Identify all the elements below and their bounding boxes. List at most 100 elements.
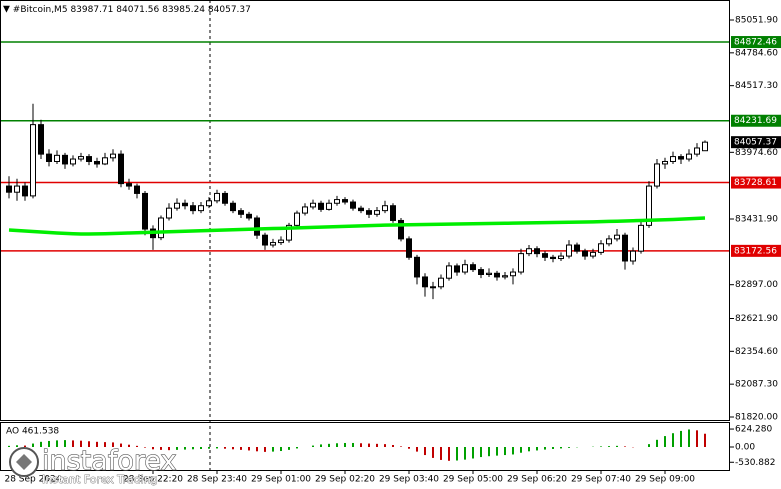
candle-body (662, 160, 668, 165)
candle-body (590, 251, 596, 257)
y-tick-label: 82354.60 (735, 347, 778, 357)
candle-body (654, 163, 660, 187)
candle-body (54, 154, 60, 162)
candle-body (494, 272, 500, 278)
candle-body (334, 199, 340, 204)
candle-body (134, 185, 140, 194)
candle-body (190, 205, 196, 212)
candle-body (158, 217, 164, 239)
candle-body (6, 185, 12, 193)
candle-body (310, 202, 316, 208)
candle-body (422, 276, 428, 288)
candle-body (222, 192, 228, 204)
x-tick-label: 29 Sep 02:20 (315, 475, 375, 485)
y-tick-label: 82087.30 (735, 380, 778, 390)
candle-body (566, 244, 572, 257)
candle-body (142, 192, 148, 230)
x-tick-label: 29 Sep 01:00 (251, 475, 311, 485)
candle-body (22, 185, 28, 197)
candle-body (630, 250, 636, 262)
candle-body (94, 160, 100, 165)
candle-body (182, 202, 188, 207)
level-label: 83172.56 (734, 246, 777, 256)
candle-body (382, 205, 388, 212)
ao-tick-label: 0.00 (735, 443, 755, 453)
candle-body (326, 202, 332, 210)
watermark-logo-mark (16, 454, 32, 470)
candle-body (686, 153, 692, 160)
candle-body (606, 238, 612, 245)
x-tick-label: 29 Sep 07:40 (571, 475, 631, 485)
candle-body (438, 277, 444, 288)
candle-body (70, 158, 76, 165)
candle-body (118, 153, 124, 185)
candle-body (166, 207, 172, 219)
candle-body (198, 205, 204, 212)
candle-body (302, 206, 308, 214)
ao-border (0, 422, 730, 471)
y-tick-label: 83431.90 (735, 214, 778, 224)
candle-body (390, 205, 396, 221)
x-tick-label: 29 Sep 06:20 (507, 475, 567, 485)
candle-body (502, 275, 508, 278)
candle-body (614, 234, 620, 240)
y-tick-label: 83974.60 (735, 148, 778, 158)
y-tick-label: 84784.60 (735, 48, 778, 58)
candle-body (470, 264, 476, 271)
y-tick-label: 82621.90 (735, 314, 778, 324)
candle-body (406, 238, 412, 258)
candle-body (126, 183, 132, 187)
header-low: 83985.24 (162, 5, 205, 15)
candle-body (478, 269, 484, 276)
y-tick-label: 85051.90 (735, 15, 778, 25)
candle-body (366, 210, 372, 215)
candle-body (38, 124, 44, 155)
candle-body (270, 242, 276, 246)
candle-body (454, 265, 460, 273)
candle-body (430, 286, 436, 289)
header-symbol: ▼ #Bitcoin,M5 83987.71 84071.56 83985.24… (3, 5, 251, 15)
candle-body (86, 156, 92, 162)
level-label-box (731, 244, 781, 257)
watermark-tagline: Instant Forex Trading (42, 473, 158, 486)
level-label: 84231.69 (734, 116, 777, 126)
candle-body (702, 141, 708, 152)
candle-body (254, 217, 260, 236)
candle-body (358, 207, 364, 212)
candle-body (462, 264, 468, 273)
level-label: 83728.61 (734, 178, 777, 188)
candle-body (206, 200, 212, 207)
candle-body (110, 153, 116, 159)
main-pane: 85051.90 84784.60 84517.30 83974.60 83431.90… (0, 15, 781, 485)
candle-body (46, 153, 52, 162)
ao-label: AO 461.538 (6, 427, 59, 437)
candle-body (646, 185, 652, 226)
level-label: 84872.46 (734, 38, 777, 48)
watermark-brand: instaforex (42, 446, 176, 477)
candle-body (14, 185, 20, 193)
level-label-box (731, 114, 781, 127)
candle-body (670, 156, 676, 162)
candle-body (526, 248, 532, 255)
x-tick-label: 29 Sep 03:40 (379, 475, 439, 485)
candle-body (694, 147, 700, 155)
header-high: 84071.56 (116, 5, 159, 15)
price-label-box (731, 136, 781, 149)
candle-body (574, 244, 580, 252)
candle-body (398, 219, 404, 240)
level-label-box (731, 176, 781, 189)
moving-average (8, 216, 706, 236)
x-tick-label: 28 Sep 23:40 (187, 475, 247, 485)
candle-body (446, 265, 452, 279)
candle-body (518, 253, 524, 273)
candle-body (174, 202, 180, 209)
candle-body (414, 256, 420, 278)
ao-tick-label: -530.882 (735, 458, 775, 468)
y-tick-label: 82897.00 (735, 280, 778, 290)
header-close: 84057.37 (208, 5, 251, 15)
level-label-box (731, 36, 781, 49)
candle-body (486, 272, 492, 276)
candle-body (542, 253, 548, 258)
